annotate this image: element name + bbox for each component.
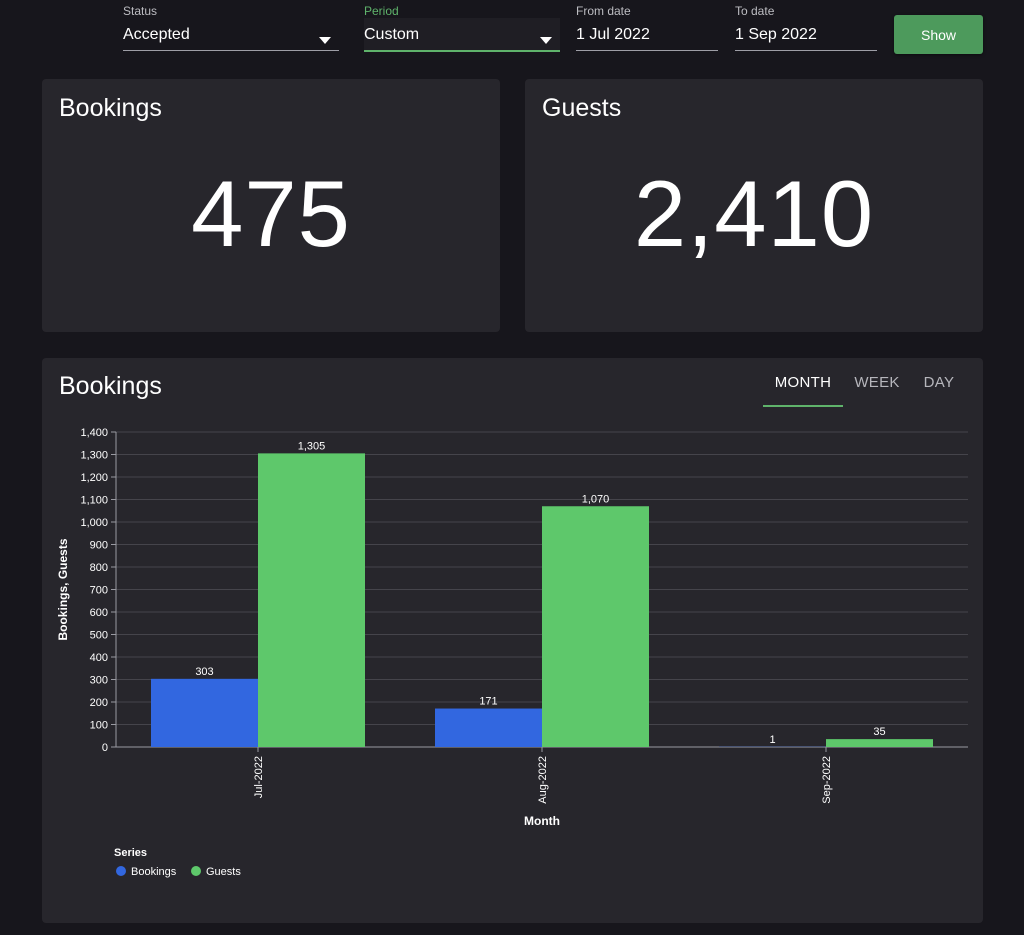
bar-guests[interactable] bbox=[542, 506, 649, 747]
y-tick-label: 0 bbox=[102, 742, 108, 754]
tab-week[interactable]: WEEK bbox=[854, 373, 900, 391]
bookings-card: Bookings 475 bbox=[42, 79, 500, 332]
y-tick-label: 1,400 bbox=[80, 427, 108, 439]
legend-swatch-guests[interactable] bbox=[191, 866, 201, 876]
guests-count: 2,410 bbox=[633, 161, 875, 266]
from-date-field[interactable]: From date 1 Jul 2022 bbox=[576, 0, 718, 54]
period-underline bbox=[364, 50, 560, 52]
guests-card: Guests 2,410 bbox=[525, 79, 983, 332]
data-label: 35 bbox=[873, 726, 885, 738]
bookings-count: 475 bbox=[191, 161, 351, 266]
chevron-down-icon[interactable] bbox=[319, 37, 331, 44]
x-tick-label: Sep-2022 bbox=[821, 756, 833, 804]
period-label: Period bbox=[364, 4, 399, 18]
tab-month[interactable]: MONTH bbox=[774, 373, 832, 391]
y-tick-label: 1,200 bbox=[80, 472, 108, 484]
bar-bookings[interactable] bbox=[435, 708, 542, 747]
y-tick-label: 400 bbox=[90, 652, 108, 664]
x-axis-title: Month bbox=[524, 814, 560, 828]
tab-day[interactable]: DAY bbox=[923, 373, 955, 391]
legend-swatch-bookings[interactable] bbox=[116, 866, 126, 876]
bar-bookings[interactable] bbox=[151, 678, 258, 747]
to-date-field[interactable]: To date 1 Sep 2022 bbox=[735, 0, 877, 54]
y-tick-label: 200 bbox=[90, 697, 108, 709]
data-label: 1 bbox=[769, 734, 775, 746]
x-tick-label: Aug-2022 bbox=[537, 756, 549, 804]
status-value: Accepted bbox=[123, 26, 190, 43]
to-date-label: To date bbox=[735, 4, 775, 18]
period-focus-background bbox=[364, 18, 560, 51]
to-date-underline bbox=[735, 50, 877, 51]
period-select[interactable]: Period Custom bbox=[364, 0, 560, 54]
guests-card-title: Guests bbox=[542, 94, 622, 122]
from-date-value[interactable]: 1 Jul 2022 bbox=[576, 26, 650, 43]
bookings-card-title: Bookings bbox=[59, 94, 162, 122]
y-axis-title: Bookings, Guests bbox=[56, 538, 70, 640]
from-date-underline bbox=[576, 50, 718, 51]
bar-guests[interactable] bbox=[258, 453, 365, 747]
chart-title: Bookings bbox=[59, 372, 162, 400]
data-label: 1,305 bbox=[298, 440, 326, 452]
y-tick-label: 600 bbox=[90, 607, 108, 619]
bookings-chart-card: Bookings MONTH WEEK DAY 0 100 200 300 400 500… bbox=[42, 358, 983, 923]
y-tick-label: 500 bbox=[90, 630, 108, 642]
bookings-bar-chart: 0 100 200 300 400 500 600 700 800 900 1,000 1,100 1,… bbox=[56, 427, 968, 878]
data-label: 171 bbox=[479, 696, 497, 708]
to-date-value[interactable]: 1 Sep 2022 bbox=[735, 26, 817, 43]
y-tick-label: 700 bbox=[90, 585, 108, 597]
show-button[interactable]: Show bbox=[894, 15, 983, 54]
period-value: Custom bbox=[364, 26, 420, 43]
y-tick-label: 1,300 bbox=[80, 450, 108, 462]
status-select[interactable]: Status Accepted bbox=[123, 0, 339, 54]
legend-title: Series bbox=[114, 847, 147, 859]
y-tick-label: 1,100 bbox=[80, 495, 108, 507]
status-underline bbox=[123, 50, 339, 51]
y-tick-label: 900 bbox=[90, 540, 108, 552]
status-label: Status bbox=[123, 4, 158, 18]
y-tick-label: 800 bbox=[90, 562, 108, 574]
legend-item-guests[interactable]: Guests bbox=[206, 866, 241, 878]
y-tick-label: 300 bbox=[90, 675, 108, 687]
legend-item-bookings[interactable]: Bookings bbox=[131, 866, 177, 878]
y-tick-label: 1,000 bbox=[80, 517, 108, 529]
x-tick-label: Jul-2022 bbox=[253, 756, 265, 798]
active-tab-indicator bbox=[763, 405, 843, 407]
data-label: 1,070 bbox=[582, 493, 610, 505]
chevron-down-icon[interactable] bbox=[540, 37, 552, 44]
y-tick-label: 100 bbox=[90, 720, 108, 732]
data-label: 303 bbox=[195, 666, 213, 678]
from-date-label: From date bbox=[576, 4, 631, 18]
bar-guests[interactable] bbox=[826, 739, 933, 747]
